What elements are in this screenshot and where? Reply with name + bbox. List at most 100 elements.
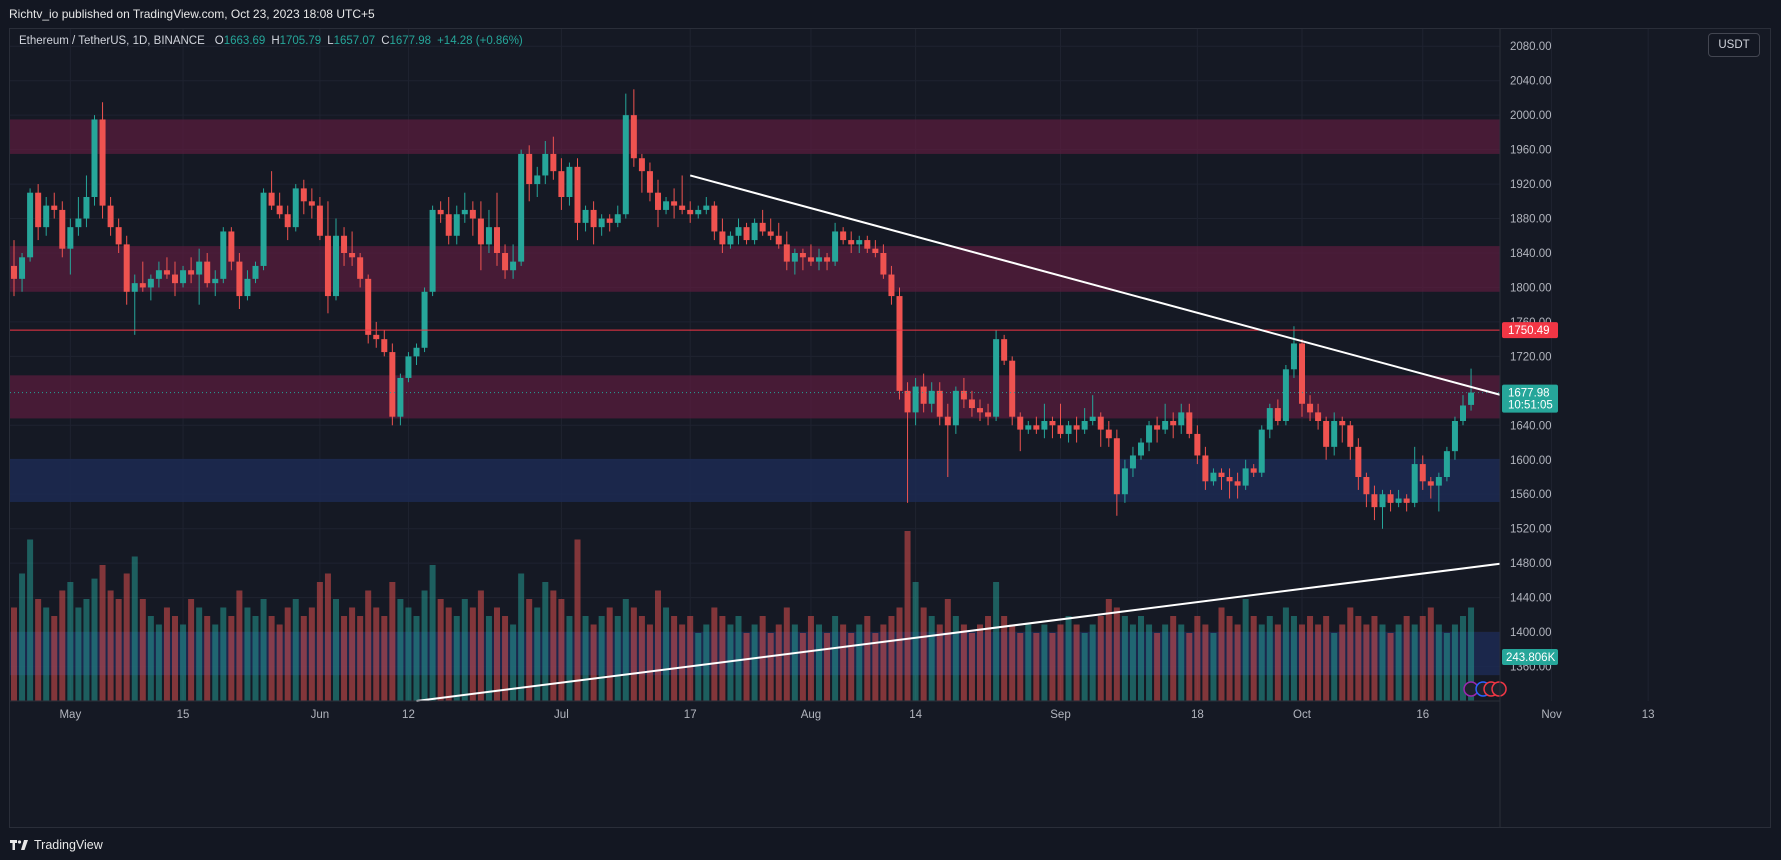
volume-bar: [1105, 599, 1112, 701]
candle: [864, 235, 871, 253]
candle: [1089, 395, 1096, 426]
candle: [123, 235, 130, 305]
publisher-text: Richtv_io published on TradingView.com, …: [9, 7, 375, 21]
candle-body: [614, 214, 621, 223]
candle-body: [333, 235, 339, 297]
candle-body: [75, 218, 82, 228]
price-tick-label: 1800.00: [1510, 282, 1552, 294]
event-icons: [1463, 681, 1507, 697]
candle-body: [985, 412, 992, 417]
candle: [1339, 416, 1346, 443]
candle: [1025, 421, 1032, 434]
volume-bar: [292, 599, 299, 701]
candle-body: [566, 166, 573, 197]
candle: [1451, 416, 1458, 460]
candle: [75, 197, 82, 236]
volume-bar: [284, 607, 291, 701]
candle: [1202, 446, 1209, 490]
time-tick-label: Sep: [1050, 709, 1070, 721]
candle: [510, 244, 517, 279]
volume-bar: [904, 531, 911, 701]
candle-body: [663, 201, 670, 210]
candle-body: [743, 227, 750, 241]
candle: [228, 227, 235, 271]
candle: [856, 235, 863, 253]
volume-bar: [1266, 616, 1273, 701]
candle: [1218, 468, 1225, 490]
candle: [1057, 403, 1064, 439]
candle: [43, 197, 50, 236]
candle-body: [477, 218, 484, 245]
candle: [155, 261, 162, 288]
candle-body: [1363, 477, 1370, 495]
candle: [115, 218, 122, 253]
volume-axis-label-bg: [1502, 649, 1558, 665]
price-tick-label: 1520.00: [1510, 524, 1552, 536]
volume-bar: [51, 616, 58, 701]
symbol-title[interactable]: Ethereum / TetherUS, 1D, BINANCE: [19, 35, 205, 47]
candle-body: [1194, 433, 1201, 456]
candle-body: [59, 209, 66, 249]
candle-body: [413, 347, 420, 357]
candle-body: [51, 205, 58, 210]
volume-bar: [1274, 624, 1281, 701]
trendline: [416, 562, 1501, 702]
demand-zone: [10, 458, 1500, 502]
time-tick-label: 16: [1416, 709, 1429, 721]
candle: [1073, 416, 1080, 443]
volume-bar: [163, 607, 170, 701]
candle: [1363, 472, 1370, 508]
volume-bar: [1435, 624, 1442, 701]
candle-body: [840, 231, 847, 241]
candle-body: [783, 244, 790, 262]
candle: [550, 136, 557, 180]
candle: [671, 188, 678, 219]
candle-body: [1129, 455, 1136, 469]
volume-bar: [1323, 616, 1330, 701]
volume-bar: [196, 607, 203, 701]
candle: [413, 343, 420, 365]
volume-bar: [67, 582, 74, 701]
candles: [11, 89, 1475, 529]
candle-body: [952, 390, 959, 426]
volume-bar: [212, 624, 219, 701]
candle: [695, 205, 702, 219]
candle-body: [35, 192, 42, 228]
candle: [832, 222, 839, 266]
candle: [276, 192, 283, 219]
candle: [1234, 472, 1241, 499]
chart-frame[interactable]: 2080.00 2040.00 2000.00 1960.00 1920.00 1880.…: [9, 28, 1771, 828]
candle: [397, 373, 404, 426]
candle: [477, 201, 484, 271]
candle-body: [751, 222, 758, 241]
candle: [437, 201, 444, 223]
price-chart[interactable]: 2080.00 2040.00 2000.00 1960.00 1920.00 1880.…: [10, 29, 1771, 828]
candle: [711, 201, 718, 241]
volume-bar: [252, 616, 259, 701]
candle: [896, 287, 903, 400]
candle: [1210, 468, 1217, 486]
candle: [582, 205, 589, 232]
candle: [1178, 403, 1185, 434]
candle: [324, 201, 331, 314]
candle-body: [1299, 343, 1305, 404]
candle: [1411, 446, 1418, 508]
currency-selector[interactable]: USDT: [1708, 33, 1760, 57]
volume-bar: [276, 624, 283, 701]
volume-bars: [11, 531, 1475, 701]
price-axis-label: 1677.98: [1508, 388, 1550, 400]
candle: [1041, 403, 1048, 439]
candle: [1419, 455, 1426, 490]
candle: [1242, 459, 1249, 490]
candle-body: [1186, 412, 1193, 434]
time-tick-label: Jun: [311, 709, 330, 721]
candle-body: [1339, 421, 1346, 426]
candle-body: [582, 209, 589, 223]
candle: [405, 352, 412, 383]
economic-event-icon: [1491, 681, 1507, 697]
volume-bar: [1210, 633, 1217, 701]
volume-bar: [1226, 616, 1233, 701]
volume-bar: [743, 633, 750, 701]
candle: [1001, 334, 1008, 365]
candle: [1065, 421, 1072, 443]
